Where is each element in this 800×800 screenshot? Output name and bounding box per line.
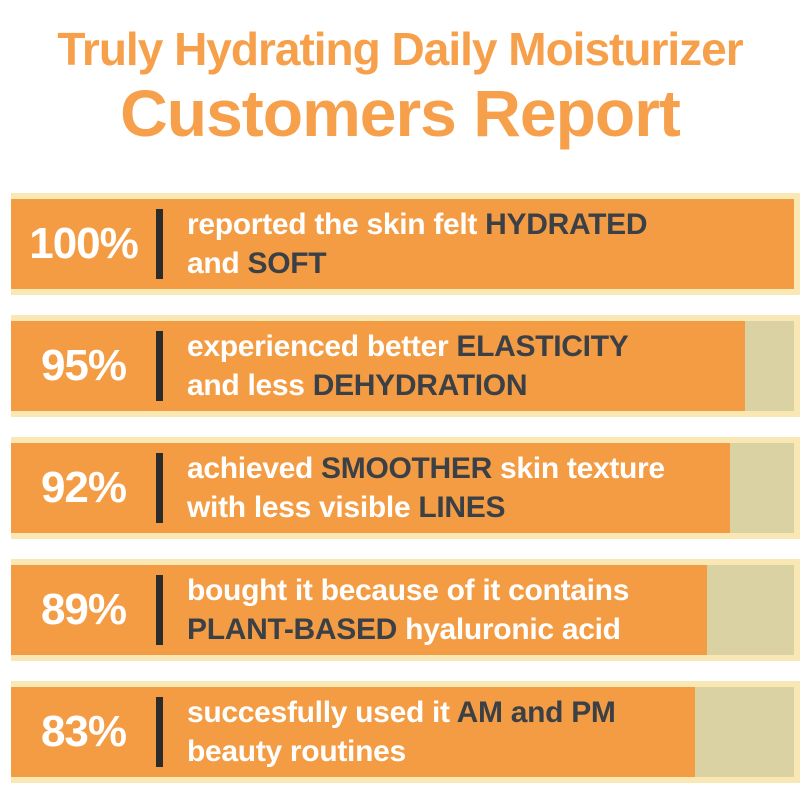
header: Truly Hydrating Daily Moisturizer Custom… (0, 0, 800, 148)
bar-fill (11, 687, 696, 777)
keyword-text: LINES (418, 491, 506, 524)
plain-text: achieved (187, 452, 322, 485)
plain-text: hyaluronic acid (397, 613, 621, 646)
stat-bar-row: 95% experienced better ELASTICITY and le… (11, 315, 800, 417)
plain-text: and less (187, 369, 313, 402)
bar-content: 95% experienced better ELASTICITY and le… (11, 321, 800, 411)
keyword-text: SOFT (247, 247, 327, 280)
plain-text: experienced better (187, 330, 457, 363)
divider-line (156, 453, 163, 523)
keyword-text: AM and PM (456, 696, 616, 729)
stat-description-line1: experienced better ELASTICITY (187, 327, 629, 366)
bar-track (11, 687, 794, 777)
keyword-text: ELASTICITY (456, 330, 629, 363)
stat-description: experienced better ELASTICITY and less D… (187, 327, 629, 405)
percent-label: 95% (40, 341, 127, 390)
divider-line (156, 331, 163, 401)
bar-fill (11, 443, 730, 533)
stat-description-line2: PLANT-BASED hyaluronic acid (187, 610, 629, 649)
bar-fill (11, 321, 745, 411)
bar-track (11, 565, 794, 655)
bar-fill (11, 199, 794, 289)
plain-text: beauty routines (187, 735, 406, 768)
stat-description-line2: and less DEHYDRATION (187, 366, 628, 405)
product-title: Truly Hydrating Daily Moisturizer (57, 23, 743, 75)
stat-description-line2: and SOFT (187, 244, 647, 283)
keyword-text: HYDRATED (485, 208, 648, 241)
stat-description-line1: bought it because of it contains (187, 571, 629, 610)
stat-description: achieved SMOOTHER skin texture with less… (187, 449, 665, 527)
stat-description-line1: succesfully used it AM and PM (187, 693, 616, 732)
keyword-text: PLANT-BASED (187, 613, 398, 646)
bar-content: 83% succesfully used it AM and PM beauty… (11, 687, 800, 777)
stat-description-line2: with less visible LINES (187, 488, 665, 527)
plain-text: succesfully used it (187, 696, 457, 729)
stat-description: bought it because of it contains PLANT-B… (187, 571, 629, 649)
divider-line (156, 697, 163, 767)
stat-bars-list: 100% reported the skin felt HYDRATED and… (11, 193, 800, 783)
percent-label: 83% (40, 707, 127, 756)
bar-content: 92% achieved SMOOTHER skin texture with … (11, 443, 800, 533)
percent-label: 89% (40, 585, 127, 634)
keyword-text: DEHYDRATION (312, 369, 528, 402)
bar-content: 100% reported the skin felt HYDRATED and… (11, 199, 800, 289)
stat-bar-row: 89% bought it because of it contains PLA… (11, 559, 800, 661)
bar-fill (11, 565, 708, 655)
bar-content: 89% bought it because of it contains PLA… (11, 565, 800, 655)
plain-text: and (187, 247, 248, 280)
bar-track (11, 321, 794, 411)
stat-description-line1: achieved SMOOTHER skin texture (187, 449, 665, 488)
plain-text: with less visible (187, 491, 419, 524)
page-title: Customers Report (120, 76, 681, 150)
divider-line (156, 209, 163, 279)
plain-text: bought it because of it contains (187, 574, 630, 607)
divider-line (156, 575, 163, 645)
bar-track (11, 199, 794, 289)
percent-label: 100% (29, 219, 139, 268)
stat-bar-row: 83% succesfully used it AM and PM beauty… (11, 681, 800, 783)
stat-bar-row: 92% achieved SMOOTHER skin texture with … (11, 437, 800, 539)
stat-description: succesfully used it AM and PM beauty rou… (187, 693, 616, 771)
keyword-text: SMOOTHER (321, 452, 492, 485)
plain-text: skin texture (491, 452, 665, 485)
stat-description-line2: beauty routines (187, 732, 616, 771)
bar-track (11, 443, 794, 533)
stat-bar-row: 100% reported the skin felt HYDRATED and… (11, 193, 800, 295)
percent-label: 92% (40, 463, 127, 512)
stat-description: reported the skin felt HYDRATED and SOFT (187, 205, 648, 283)
plain-text: reported the skin felt (187, 208, 486, 241)
stat-description-line1: reported the skin felt HYDRATED (187, 205, 648, 244)
